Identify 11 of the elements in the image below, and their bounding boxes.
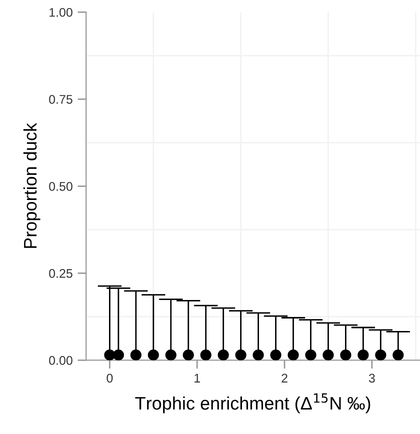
y-tick-label: 0.75 — [49, 94, 72, 104]
x-tick-label: 1 — [194, 374, 200, 382]
x-tick-label: 0 — [106, 374, 113, 383]
x-axis-title: Trophic enrichment (Δ$^{15}$N ‰) — [135, 393, 370, 414]
y-tick-label: 0.25 — [49, 269, 72, 278]
x-tick-label: 2 — [282, 374, 288, 382]
y-tick-label: 0.50 — [49, 182, 72, 191]
y-tick-label: 1.00 — [50, 8, 72, 17]
y-axis-title: Proportion duck — [23, 122, 40, 248]
y-tick-label: 0.00 — [49, 356, 72, 365]
x-tick-label: 3 — [368, 374, 375, 383]
